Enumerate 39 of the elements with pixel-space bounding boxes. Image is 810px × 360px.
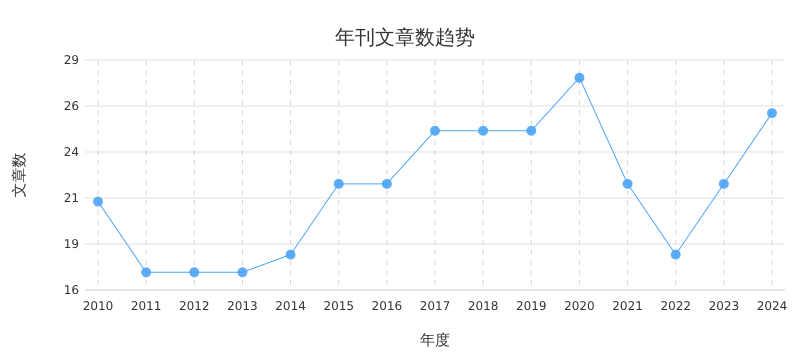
point (237, 267, 248, 278)
point (670, 250, 681, 260)
point (141, 267, 152, 278)
point (382, 178, 392, 189)
point (286, 250, 296, 260)
y-tick-label: 19 (64, 237, 79, 251)
point (574, 72, 584, 83)
point (430, 126, 440, 136)
x-tick-label: 2022 (660, 299, 691, 313)
y-tick-label: 24 (64, 145, 79, 159)
point (334, 178, 344, 189)
x-tick-label: 2011 (130, 299, 162, 313)
x-tick-label: 2012 (179, 299, 210, 313)
point (526, 126, 536, 136)
x-tick-label: 2019 (516, 299, 547, 313)
x-tick-label: 2021 (612, 299, 643, 313)
x-tick-label: 2013 (227, 299, 258, 313)
x-tick-label: 2014 (275, 299, 306, 313)
point (622, 178, 633, 189)
x-tick-label: 2018 (468, 299, 498, 313)
x-tick-label: 2010 (82, 299, 114, 313)
point (718, 178, 729, 189)
x-tick-label: 2024 (756, 299, 788, 313)
point (93, 196, 103, 207)
point (767, 108, 777, 118)
x-tick-label: 2017 (420, 299, 450, 313)
y-axis-title: 文章数 (10, 152, 28, 198)
x-axis-title: 年度 (420, 331, 450, 349)
y-tick-label: 16 (64, 283, 79, 297)
x-tick-label: 2016 (372, 299, 402, 313)
x-tick-label: 2023 (708, 299, 740, 313)
x-tick-label: 2020 (564, 299, 595, 313)
chart-title: 年刊文章数趋势 (335, 25, 475, 49)
y-tick-label: 29 (64, 53, 79, 67)
y-tick-label: 21 (64, 191, 79, 205)
point (189, 267, 200, 278)
x-tick-label: 2015 (323, 299, 354, 313)
point (478, 126, 488, 136)
y-tick-label: 26 (64, 99, 79, 113)
